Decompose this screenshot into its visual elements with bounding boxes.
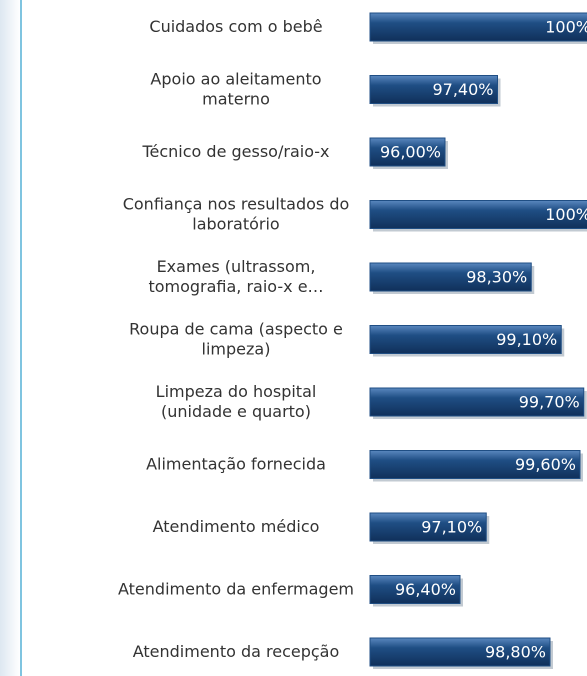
- value-label: 99,60%: [515, 455, 576, 474]
- category-line: Limpeza do hospital: [156, 382, 317, 401]
- value-label: 100%: [545, 18, 587, 37]
- category-line: Confiança nos resultados do: [123, 194, 350, 213]
- value-label: 98,80%: [485, 643, 546, 662]
- value-label: 100%: [545, 205, 587, 224]
- bar: [369, 450, 581, 479]
- category-label: Limpeza do hospital (unidade e quarto): [156, 382, 317, 421]
- bar: [369, 262, 532, 292]
- category-label: Apoio ao aleitamento materno: [150, 69, 321, 108]
- category-label: Cuidados com o bebê: [149, 17, 322, 36]
- category-line: (unidade e quarto): [161, 402, 311, 421]
- bar: [369, 137, 446, 167]
- category-line: Alimentação fornecida: [146, 454, 326, 473]
- value-label: 96,00%: [380, 143, 441, 162]
- bar: [369, 75, 498, 104]
- category-label: Roupa de cama (aspecto e limpeza): [129, 319, 343, 358]
- value-label: 97,40%: [432, 80, 493, 99]
- category-line: Atendimento da enfermagem: [118, 579, 354, 598]
- category-label: Atendimento da recepção: [133, 642, 340, 661]
- category-line: materno: [202, 89, 270, 108]
- value-label: 96,40%: [395, 580, 456, 599]
- category-label: Alimentação fornecida: [146, 454, 326, 473]
- category-line: tomografia, raio-x e…: [148, 277, 323, 296]
- category-label: Atendimento médico: [153, 517, 320, 536]
- category-line: Cuidados com o bebê: [149, 17, 322, 36]
- background-panel: [0, 0, 20, 676]
- category-label: Confiança nos resultados do laboratório: [123, 194, 350, 233]
- category-line: Técnico de gesso/raio-x: [141, 142, 329, 161]
- bar: [369, 325, 562, 354]
- bar: [369, 575, 461, 604]
- bar: [369, 387, 585, 417]
- value-label: 99,70%: [519, 393, 580, 412]
- bar: [369, 12, 587, 42]
- category-line: Apoio ao aleitamento: [150, 69, 321, 88]
- bar: [369, 637, 551, 667]
- value-label: 97,10%: [421, 518, 482, 537]
- category-label: Atendimento da enfermagem: [118, 579, 354, 598]
- category-line: Atendimento da recepção: [133, 642, 340, 661]
- category-line: Atendimento médico: [153, 517, 320, 536]
- category-line: Exames (ultrassom,: [157, 257, 316, 276]
- category-label: Técnico de gesso/raio-x: [141, 142, 329, 161]
- category-line: laboratório: [192, 214, 279, 233]
- value-label: 98,30%: [466, 268, 527, 287]
- category-label: Exames (ultrassom, tomografia, raio-x e…: [148, 257, 323, 296]
- bar: [369, 512, 487, 542]
- value-label: 99,10%: [496, 330, 557, 349]
- bar: [369, 200, 587, 229]
- plot-area: 100% Cuidados com o bebê 97,40% Apoio ao al…: [118, 12, 587, 669]
- category-line: limpeza): [202, 339, 271, 358]
- category-line: Roupa de cama (aspecto e: [129, 319, 343, 338]
